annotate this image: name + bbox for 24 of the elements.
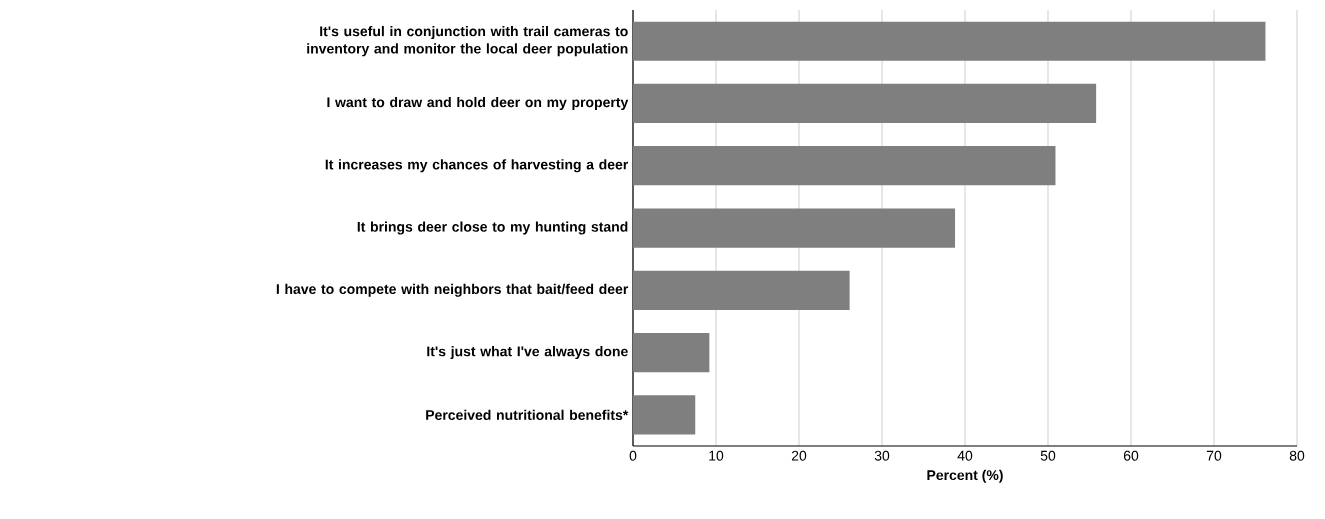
bar bbox=[633, 208, 956, 248]
bar bbox=[633, 395, 696, 435]
x-tick-label: 60 bbox=[1123, 450, 1139, 461]
y-tick-label: I want to draw and hold deer on my property bbox=[327, 96, 629, 110]
y-tick-label: It's just what I've always done bbox=[427, 346, 628, 360]
bar bbox=[633, 21, 1266, 61]
x-axis-title: Percent (%) bbox=[927, 469, 1003, 483]
y-tick-label: It's useful in conjunction with trail cameras to inventory and monitor the local deer population bbox=[307, 25, 628, 57]
y-tick-label: I have to compete with neighbors that bait/feed deer bbox=[276, 283, 629, 297]
x-tick-label: 0 bbox=[629, 450, 637, 461]
y-tick-label: It brings deer close to my hunting stand bbox=[357, 221, 628, 235]
bar bbox=[633, 146, 1056, 186]
bar bbox=[633, 332, 710, 373]
x-tick-label: 40 bbox=[957, 450, 973, 461]
y-tick-label: Perceived nutritional benefits* bbox=[426, 409, 629, 421]
x-tick-label: 20 bbox=[791, 450, 807, 461]
x-tick-label: 50 bbox=[1040, 450, 1056, 461]
x-tick-label: 30 bbox=[874, 450, 890, 461]
y-tick-label: It increases my chances of harvesting a deer bbox=[325, 159, 629, 173]
x-tick-label: 10 bbox=[709, 450, 724, 461]
bar bbox=[633, 83, 1097, 124]
bar bbox=[633, 270, 850, 310]
x-tick-label: 70 bbox=[1206, 450, 1222, 461]
x-tick-label: 80 bbox=[1289, 450, 1305, 461]
